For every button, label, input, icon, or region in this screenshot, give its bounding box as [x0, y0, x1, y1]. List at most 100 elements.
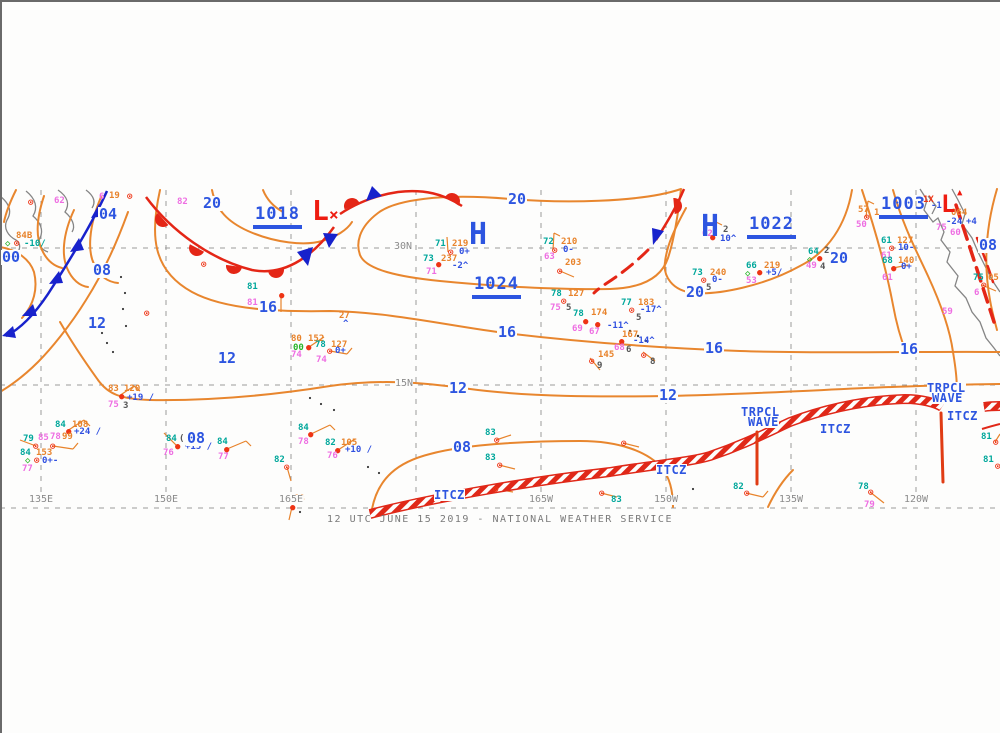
longitude-label: 120W: [902, 494, 930, 505]
isobar-label: 04: [98, 205, 119, 223]
station-token: ●: [119, 392, 125, 402]
isobar-label: 20: [507, 190, 528, 208]
isobar-label: 00: [1, 248, 22, 266]
station-token: 0+: [901, 262, 912, 272]
station-token: 00: [293, 343, 304, 353]
station-token: 62: [54, 196, 65, 206]
pressure-center-L: L: [312, 194, 329, 227]
station-token: 0+: [459, 247, 470, 257]
station-token: 82: [733, 482, 744, 492]
station-token: 0-: [712, 275, 723, 285]
station-token: 50: [856, 220, 867, 230]
station-token: 064: [951, 208, 968, 218]
station-token: ●: [595, 320, 601, 330]
station-token: -1: [931, 201, 942, 211]
station-token: ⊙: [127, 192, 133, 202]
station-token: 80: [291, 334, 302, 344]
isobar-label: 16: [497, 323, 518, 341]
latitude-label: 15N: [395, 378, 414, 389]
station-token: 167: [622, 330, 639, 340]
station-token: -24: [946, 217, 963, 227]
itcz-label: ITCZ: [820, 422, 851, 436]
station-token: 57: [858, 205, 869, 215]
station-token: ●: [175, 442, 181, 452]
longitude-label: 150W: [652, 494, 680, 505]
station-token: 9: [597, 361, 603, 371]
station-token: 78: [858, 482, 869, 492]
station-token: 145: [598, 350, 615, 360]
station-token: 59: [942, 307, 953, 317]
pressure-value: 1003: [879, 196, 928, 219]
station-token: 73: [423, 254, 434, 264]
island-dots: [100, 275, 699, 514]
pressure-center-H: H: [469, 217, 488, 252]
station-token: ⊙: [864, 213, 870, 223]
station-token: ●: [710, 233, 716, 243]
station-token: ●: [224, 445, 230, 455]
station-token: 203: [565, 258, 582, 268]
station-token: -2^: [452, 261, 469, 271]
station-token: 6: [99, 192, 105, 202]
station-token: 74: [291, 350, 302, 360]
longitude-label: 135E: [27, 494, 55, 505]
station-token: 83: [108, 384, 119, 394]
station-token: 0+-: [42, 456, 59, 466]
station-token: ⊙: [50, 442, 56, 452]
station-token: ●: [290, 503, 296, 513]
isobar-label: 12: [217, 349, 238, 367]
pressure-center-H: H: [701, 209, 720, 244]
station-token: 78: [315, 340, 326, 350]
station-token: ⊙: [981, 281, 987, 291]
station-token: 77: [22, 464, 33, 474]
station-token: 127: [897, 236, 914, 246]
station-token: 84: [55, 420, 66, 430]
isobar-label: 16: [704, 339, 725, 357]
isobar-label: 20: [202, 194, 223, 212]
station-token: 61: [881, 251, 892, 261]
tropical-wave-lines: [755, 411, 945, 486]
wave-label: WAVE: [932, 391, 963, 405]
station-token: 210: [561, 237, 578, 247]
station-token: 77: [218, 452, 229, 462]
station-token: 82: [325, 438, 336, 448]
station-token: 83: [611, 495, 622, 505]
pressure-value: 1022: [747, 216, 796, 239]
station-token: 72: [543, 237, 554, 247]
pressure-center-mark: ×: [329, 205, 339, 224]
station-token: 10^: [720, 234, 737, 244]
station-token: 78: [298, 437, 309, 447]
station-token: 0+: [335, 346, 346, 356]
longitude-label: 165W: [527, 494, 555, 505]
station-token: ●: [583, 317, 589, 327]
isobar-label: 20: [829, 249, 850, 267]
station-token: +4: [966, 217, 977, 227]
station-token: 64: [808, 247, 819, 257]
station-token: 61: [882, 273, 893, 283]
station-token: 4: [820, 262, 826, 272]
station-token: ⊙: [868, 488, 874, 498]
station-token: -11^: [607, 321, 629, 331]
station-token: +19 /: [127, 393, 155, 403]
station-token: 05: [988, 273, 999, 283]
front-and-trough: [592, 188, 686, 295]
station-token: ●: [279, 291, 285, 301]
station-token: 5: [706, 283, 712, 293]
station-token: 78: [573, 309, 584, 319]
pressure-center-mark: ▲: [957, 188, 963, 198]
station-token: ⊙: [993, 438, 999, 448]
station-token: 68: [614, 343, 625, 353]
station-token: 27: [339, 311, 350, 321]
station-token: ⊙: [629, 306, 635, 316]
station-token: -10/: [24, 239, 46, 249]
station-token: ⊙: [494, 436, 500, 446]
trpcl-label: TRPCL: [741, 405, 780, 419]
station-token: 153: [36, 448, 53, 458]
station-token: 61: [881, 236, 892, 246]
station-token: 82: [274, 455, 285, 465]
station-token: ⊙: [33, 442, 39, 452]
station-token: 60: [950, 228, 961, 238]
station-token: ◇: [5, 239, 11, 249]
graticule-grid: [0, 190, 1000, 509]
station-token: 76: [163, 448, 174, 458]
